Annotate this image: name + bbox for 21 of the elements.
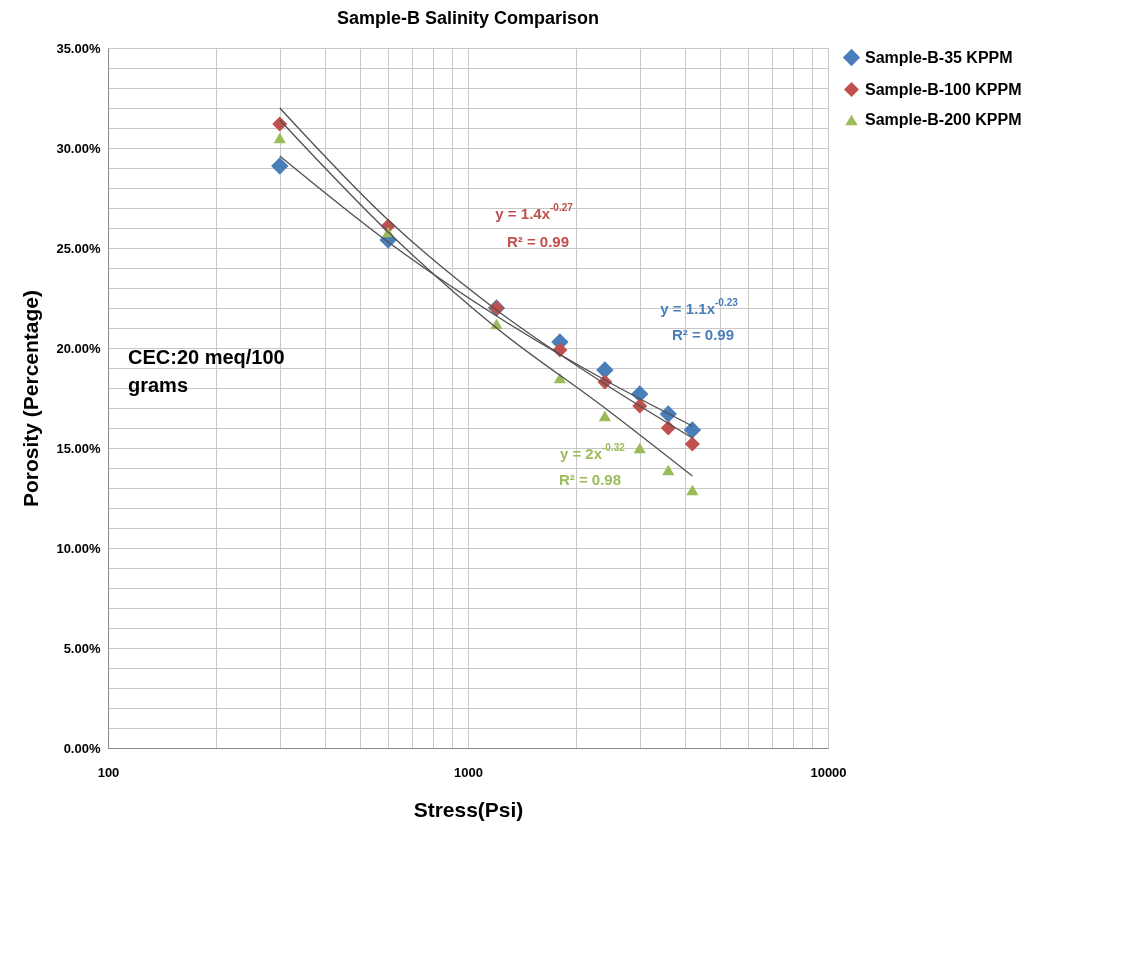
y-tick-label: 25.00% xyxy=(56,240,101,256)
legend-label: Sample-B-100 KPPM xyxy=(865,80,1022,98)
y-tick-label: 10.00% xyxy=(56,540,101,556)
annotation: CEC:20 meq/100 grams xyxy=(128,346,285,396)
x-tick-label: 100 xyxy=(97,764,120,780)
annotation: R² = 0.98 xyxy=(558,471,622,488)
y-tick-label: 0.00% xyxy=(63,740,101,756)
x-tick-label: 1000 xyxy=(454,764,483,780)
legend-label: Sample-B-35 KPPM xyxy=(865,48,1013,66)
y-tick-label: 15.00% xyxy=(56,440,101,456)
y-tick-label: 35.00% xyxy=(56,40,101,56)
y-axis-title: Porosity (Percentage) xyxy=(19,289,43,508)
annotation: R² = 0.99 xyxy=(671,326,735,343)
legend-label: Sample-B-200 KPPM xyxy=(865,111,1022,128)
y-tick-label: 5.00% xyxy=(63,640,101,656)
x-tick-label: 10000 xyxy=(810,764,847,780)
y-tick-label: 30.00% xyxy=(56,140,101,156)
y-tick-label: 20.00% xyxy=(56,340,101,356)
chart-title: Sample-B Salinity Comparison xyxy=(336,8,600,28)
x-axis-title: Stress(Psi) xyxy=(413,797,524,821)
annotation: R² = 0.99 xyxy=(506,233,570,250)
